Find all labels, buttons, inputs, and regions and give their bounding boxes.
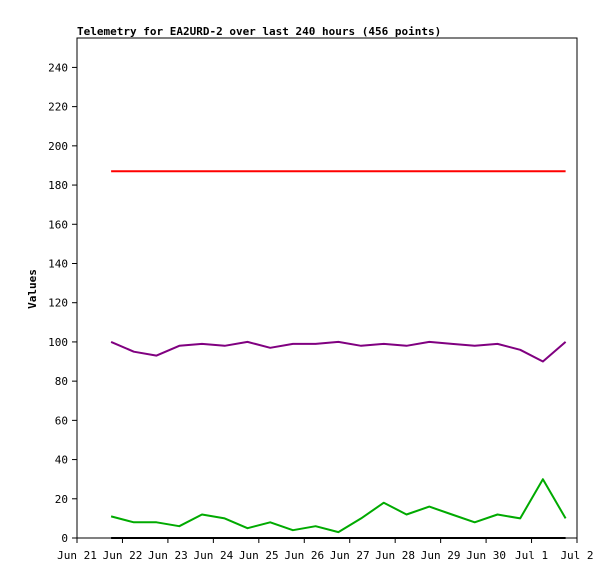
x-tick-label: Jun 24 — [193, 549, 233, 562]
x-axis: Jun 21 Jun 22 Jun 23 Jun 24 Jun 25 Jun 26 Jun … — [57, 538, 594, 562]
x-tick-label: Jul 1 — [515, 549, 548, 562]
y-tick-label: 40 — [55, 454, 68, 467]
y-tick-label: 220 — [48, 101, 68, 114]
y-axis: 0 20 40 60 80 100 120 140 160 180 200 220 240 — [48, 61, 77, 545]
y-tick-label: 180 — [48, 179, 68, 192]
plot-frame — [76, 37, 578, 539]
y-tick-label: 140 — [48, 257, 68, 270]
x-tick-label: Jun 28 — [375, 549, 415, 562]
y-tick-label: 120 — [48, 297, 68, 310]
series-line-3 — [110, 478, 567, 534]
y-tick-label: 100 — [48, 336, 68, 349]
x-tick-label: Jun 26 — [284, 549, 324, 562]
y-tick-label: 160 — [48, 218, 68, 231]
series-layer — [110, 170, 567, 539]
x-tick-label: Jun 27 — [330, 549, 370, 562]
x-tick-label: Jun 30 — [466, 549, 506, 562]
y-tick-label: 200 — [48, 140, 68, 153]
x-tick-label: Jun 21 — [57, 549, 97, 562]
x-tick-label: Jul 2 — [560, 549, 593, 562]
chart-title: Telemetry for EA2URD-2 over last 240 hou… — [77, 25, 441, 38]
x-tick-label: Jun 29 — [421, 549, 461, 562]
y-tick-label: 240 — [48, 61, 68, 74]
x-tick-label: Jun 23 — [148, 549, 188, 562]
series-line-2 — [110, 340, 567, 363]
y-tick-label: 0 — [61, 532, 68, 545]
y-tick-label: 20 — [55, 493, 68, 506]
y-axis-label: Values — [26, 269, 39, 309]
y-tick-label: 80 — [55, 375, 68, 388]
y-tick-label: 60 — [55, 414, 68, 427]
x-tick-label: Jun 22 — [103, 549, 143, 562]
x-tick-label: Jun 25 — [239, 549, 279, 562]
